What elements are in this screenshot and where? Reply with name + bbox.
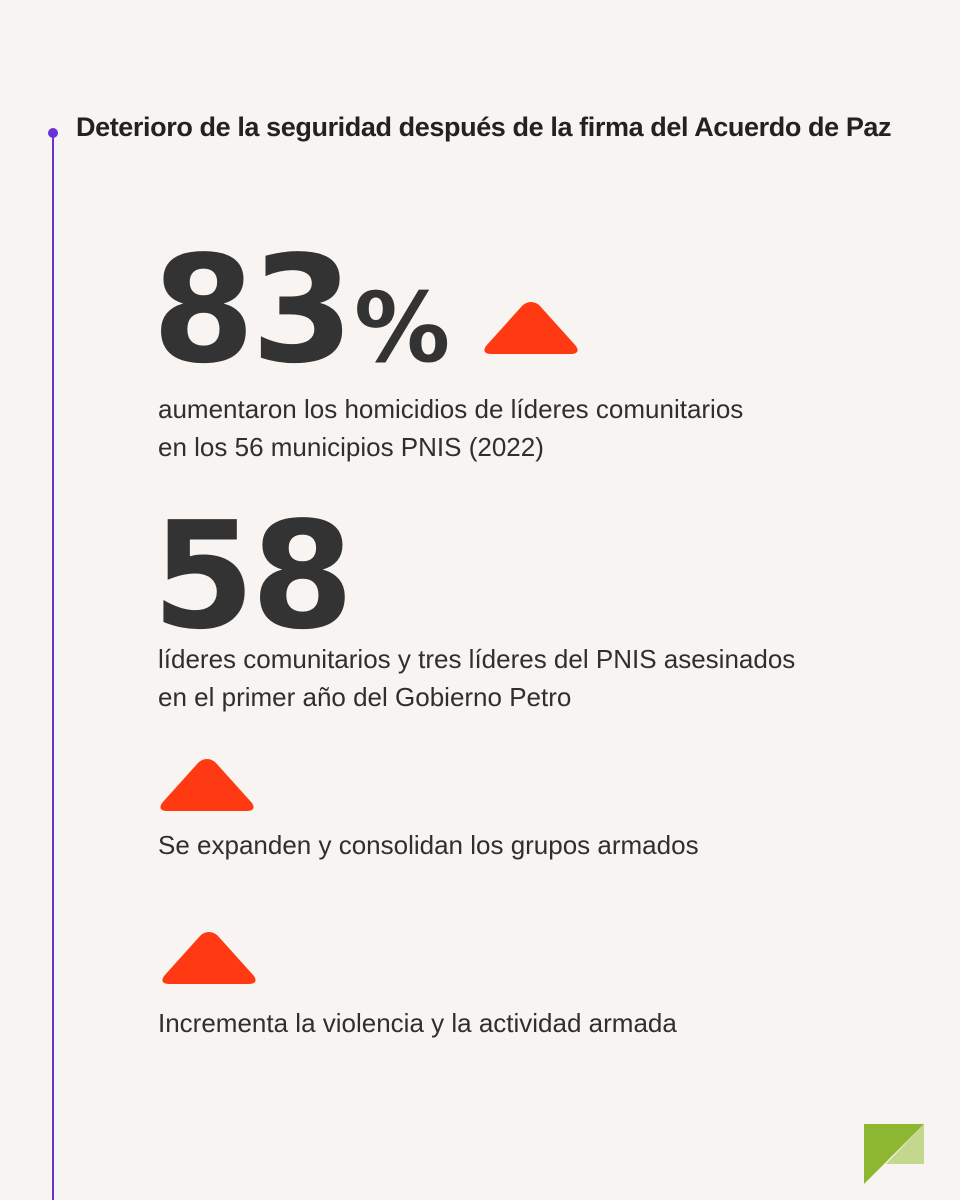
description-line: Incrementa la violencia y la actividad a…: [158, 1008, 677, 1038]
stat-83-number: 83%: [152, 236, 450, 384]
stat-58-number: 58: [152, 490, 354, 662]
armed-groups-description: Se expanden y consolidan los grupos arma…: [158, 826, 878, 864]
violence-description: Incrementa la violencia y la actividad a…: [158, 1004, 878, 1042]
page-title: Deterioro de la seguridad después de la …: [76, 112, 892, 142]
stat-percent-suffix: %: [353, 272, 451, 384]
up-triangle-icon: [484, 302, 578, 354]
description-line: líderes comunitarios y tres líderes del …: [158, 644, 796, 674]
timeline-line: [52, 134, 54, 1200]
stat-83-description: aumentaron los homicidios de líderes com…: [158, 390, 878, 466]
up-triangle-icon: [160, 759, 254, 811]
stat-58-description: líderes comunitarios y tres líderes del …: [158, 640, 878, 716]
timeline-dot: [48, 128, 58, 138]
description-line: en el primer año del Gobierno Petro: [158, 682, 572, 712]
stat-number-value: 83: [152, 224, 354, 396]
description-line: en los 56 municipios PNIS (2022): [158, 432, 544, 462]
description-line: aumentaron los homicidios de líderes com…: [158, 394, 744, 424]
description-line: Se expanden y consolidan los grupos arma…: [158, 830, 699, 860]
up-triangle-icon: [162, 932, 256, 984]
brand-logo-icon: [864, 1124, 924, 1184]
